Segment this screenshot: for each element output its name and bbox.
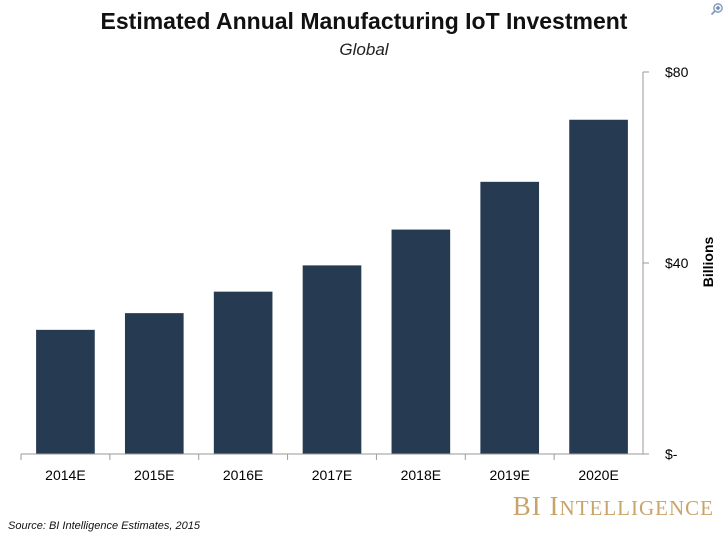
x-tick-label: 2015E: [134, 467, 174, 483]
zoom-in-icon[interactable]: [710, 2, 724, 16]
x-tick-label: 2014E: [45, 467, 85, 483]
x-tick-label: 2017E: [312, 467, 352, 483]
source-note: Source: BI Intelligence Estimates, 2015: [8, 520, 200, 532]
bar-2015E: [124, 313, 184, 454]
y-axis-label: Billions: [700, 237, 716, 288]
x-tick-label: 2020E: [578, 467, 618, 483]
y-tick-label: $80: [665, 64, 689, 80]
bar-2016E: [213, 291, 273, 454]
x-tick-label: 2016E: [223, 467, 263, 483]
chart-title: Estimated Annual Manufacturing IoT Inves…: [100, 8, 628, 34]
y-tick-label: $-: [665, 446, 678, 462]
chart-subtitle: Global: [339, 40, 389, 59]
bar-2020E: [569, 119, 628, 454]
bi-intelligence-logo: BI INTELLIGENCE: [512, 491, 714, 521]
bar-2019E: [480, 181, 540, 454]
x-tick-label: 2018E: [401, 467, 441, 483]
bar-2014E: [36, 329, 95, 454]
y-axis-ticks: $- $40 $80: [643, 64, 689, 462]
x-axis-ticks: 2014E 2015E 2016E 2017E 2018E 2019E 2020E: [20, 454, 619, 483]
bar-2018E: [391, 229, 451, 454]
bar-2017E: [302, 265, 362, 454]
x-tick-label: 2019E: [489, 467, 529, 483]
y-tick-label: $40: [665, 255, 689, 271]
bars-group: [36, 119, 628, 454]
